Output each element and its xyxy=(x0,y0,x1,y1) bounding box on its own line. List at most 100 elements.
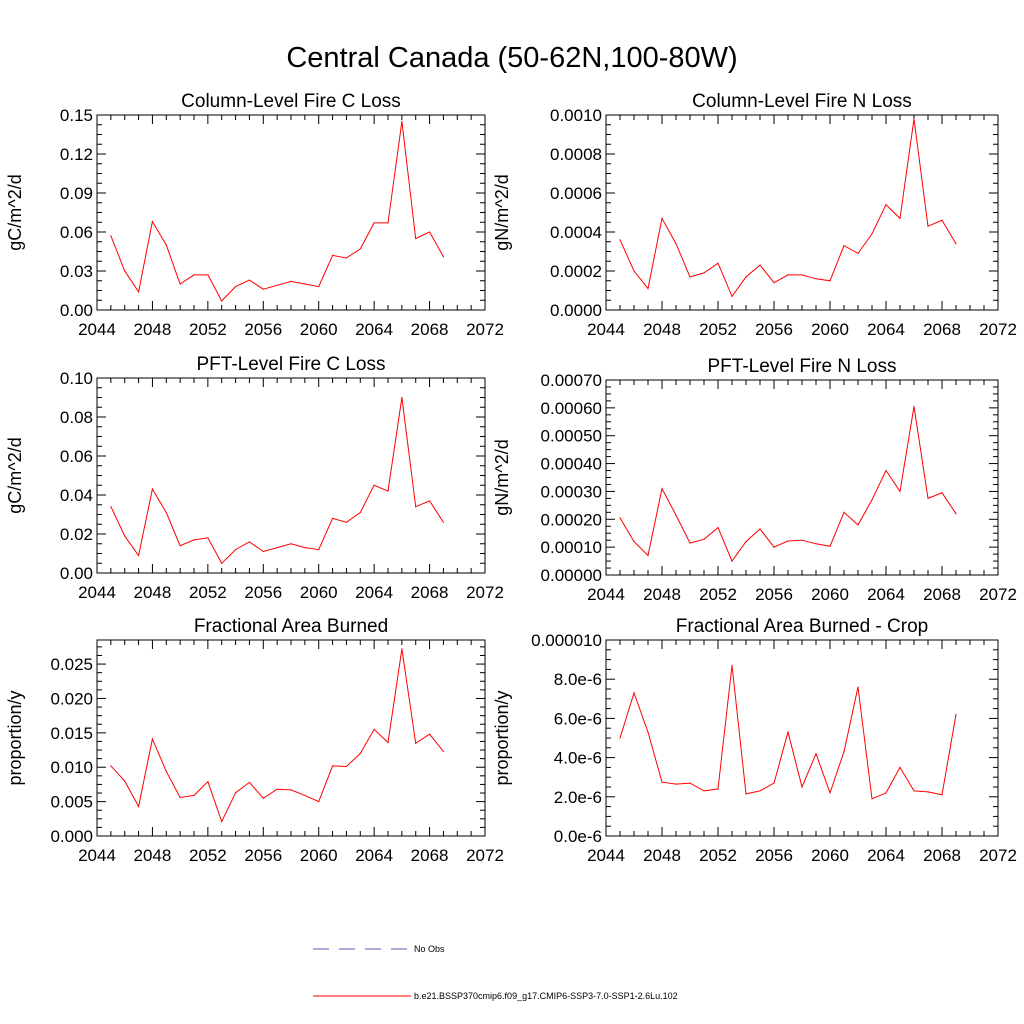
data-point xyxy=(941,492,943,494)
y-tick-label: 0.10 xyxy=(60,369,93,388)
x-tick-label: 2072 xyxy=(979,585,1017,604)
x-tick-label: 2048 xyxy=(134,583,172,602)
y-tick-label: 0.020 xyxy=(50,689,93,708)
y-tick-label: 0.00010 xyxy=(541,538,602,557)
y-tick-label: 4.0e-6 xyxy=(554,749,602,768)
data-point xyxy=(276,547,278,549)
y-axis-label: gN/m^2/d xyxy=(492,174,512,250)
y-tick-label: 0.0006 xyxy=(550,184,602,203)
panel-title: Column-Level Fire N Loss xyxy=(692,91,912,112)
x-tick-label: 2060 xyxy=(300,583,338,602)
data-point xyxy=(857,686,859,688)
x-tick-label: 2052 xyxy=(699,585,737,604)
y-tick-label: 0.00050 xyxy=(541,427,602,446)
data-point xyxy=(262,550,264,553)
data-point xyxy=(221,300,223,302)
x-tick-label: 2048 xyxy=(643,320,681,339)
x-tick-label: 2056 xyxy=(755,320,793,339)
y-tick-label: 0.025 xyxy=(50,655,93,674)
y-tick-label: 0.0e-6 xyxy=(554,827,602,846)
data-point xyxy=(234,549,237,551)
data-point xyxy=(759,528,761,530)
data-point xyxy=(675,783,677,785)
y-axis-label: gC/m^2/d xyxy=(5,174,25,250)
data-point xyxy=(401,396,403,399)
data-point xyxy=(234,286,237,288)
data-point xyxy=(647,731,649,733)
data-point xyxy=(110,235,112,237)
data-point xyxy=(248,279,251,281)
data-point xyxy=(387,222,389,224)
data-point xyxy=(619,239,621,241)
data-point xyxy=(331,517,334,520)
data-point xyxy=(843,511,845,513)
y-tick-label: 0.00060 xyxy=(541,399,602,418)
y-tick-label: 0.00 xyxy=(60,301,93,320)
data-point xyxy=(787,274,789,276)
data-point xyxy=(703,790,705,792)
y-tick-label: 8.0e-6 xyxy=(554,670,602,689)
x-tick-label: 2064 xyxy=(355,846,393,865)
data-point xyxy=(759,790,761,792)
x-tick-label: 2056 xyxy=(244,320,282,339)
data-point xyxy=(913,405,915,408)
panel-title: PFT-Level Fire N Loss xyxy=(708,356,897,377)
data-point xyxy=(124,270,126,272)
data-point xyxy=(899,766,901,769)
data-point xyxy=(193,794,195,797)
y-axis-label: gN/m^2/d xyxy=(492,439,512,515)
x-tick-label: 2068 xyxy=(923,585,961,604)
data-point xyxy=(359,752,361,755)
data-point xyxy=(913,790,915,792)
data-point xyxy=(633,540,635,543)
x-tick-label: 2064 xyxy=(355,320,393,339)
data-point xyxy=(304,794,306,797)
y-tick-label: 0.0002 xyxy=(550,262,602,281)
y-tick-label: 2.0e-6 xyxy=(554,788,602,807)
chart-panel-6: Fractional Area Burned - Crop 2044 2048 205… xyxy=(492,616,1017,865)
y-tick-label: 0.000 xyxy=(50,827,93,846)
data-point xyxy=(955,713,957,716)
y-tick-label: 0.00000 xyxy=(541,566,602,585)
x-tick-label: 2068 xyxy=(923,320,961,339)
x-tick-label: 2052 xyxy=(189,846,227,865)
x-tick-label: 2048 xyxy=(643,846,681,865)
legend-label-model-run: b.e21.BSSP370cmip6.f09_g17.CMIP6-SSP3-7.… xyxy=(414,991,678,1001)
y-tick-label: 0.00030 xyxy=(541,482,602,501)
x-tick-label: 2060 xyxy=(300,846,338,865)
y-tick-label: 0.06 xyxy=(60,223,93,242)
plot-frame xyxy=(96,639,486,837)
data-point xyxy=(428,500,431,502)
data-point xyxy=(801,539,803,541)
x-tick-label: 2068 xyxy=(411,846,449,865)
y-tick-label: 0.0010 xyxy=(550,106,602,125)
x-tick-label: 2060 xyxy=(811,320,849,339)
y-tick-label: 0.00070 xyxy=(541,371,602,390)
data-point xyxy=(899,217,901,219)
data-point xyxy=(110,506,112,508)
data-point xyxy=(801,786,803,788)
x-tick-label: 2056 xyxy=(244,583,282,602)
x-tick-label: 2068 xyxy=(411,583,449,602)
data-point xyxy=(857,252,859,255)
y-tick-label: 0.0004 xyxy=(550,223,602,242)
data-point xyxy=(619,517,621,519)
data-point xyxy=(262,288,264,290)
data-point xyxy=(899,490,901,493)
data-point xyxy=(331,254,334,256)
data-point xyxy=(829,792,831,794)
data-point xyxy=(717,788,719,790)
data-point xyxy=(318,286,320,288)
x-tick-label: 2044 xyxy=(78,583,116,602)
data-point xyxy=(773,782,775,784)
data-point xyxy=(428,733,431,735)
data-point xyxy=(124,780,126,782)
data-point xyxy=(633,692,635,694)
y-tick-label: 0.06 xyxy=(60,447,93,466)
plot-frame xyxy=(605,639,999,837)
x-tick-label: 2052 xyxy=(699,846,737,865)
y-tick-label: 0.0000 xyxy=(550,301,602,320)
x-tick-label: 2060 xyxy=(811,585,849,604)
data-point xyxy=(179,545,181,547)
data-point xyxy=(401,120,403,123)
